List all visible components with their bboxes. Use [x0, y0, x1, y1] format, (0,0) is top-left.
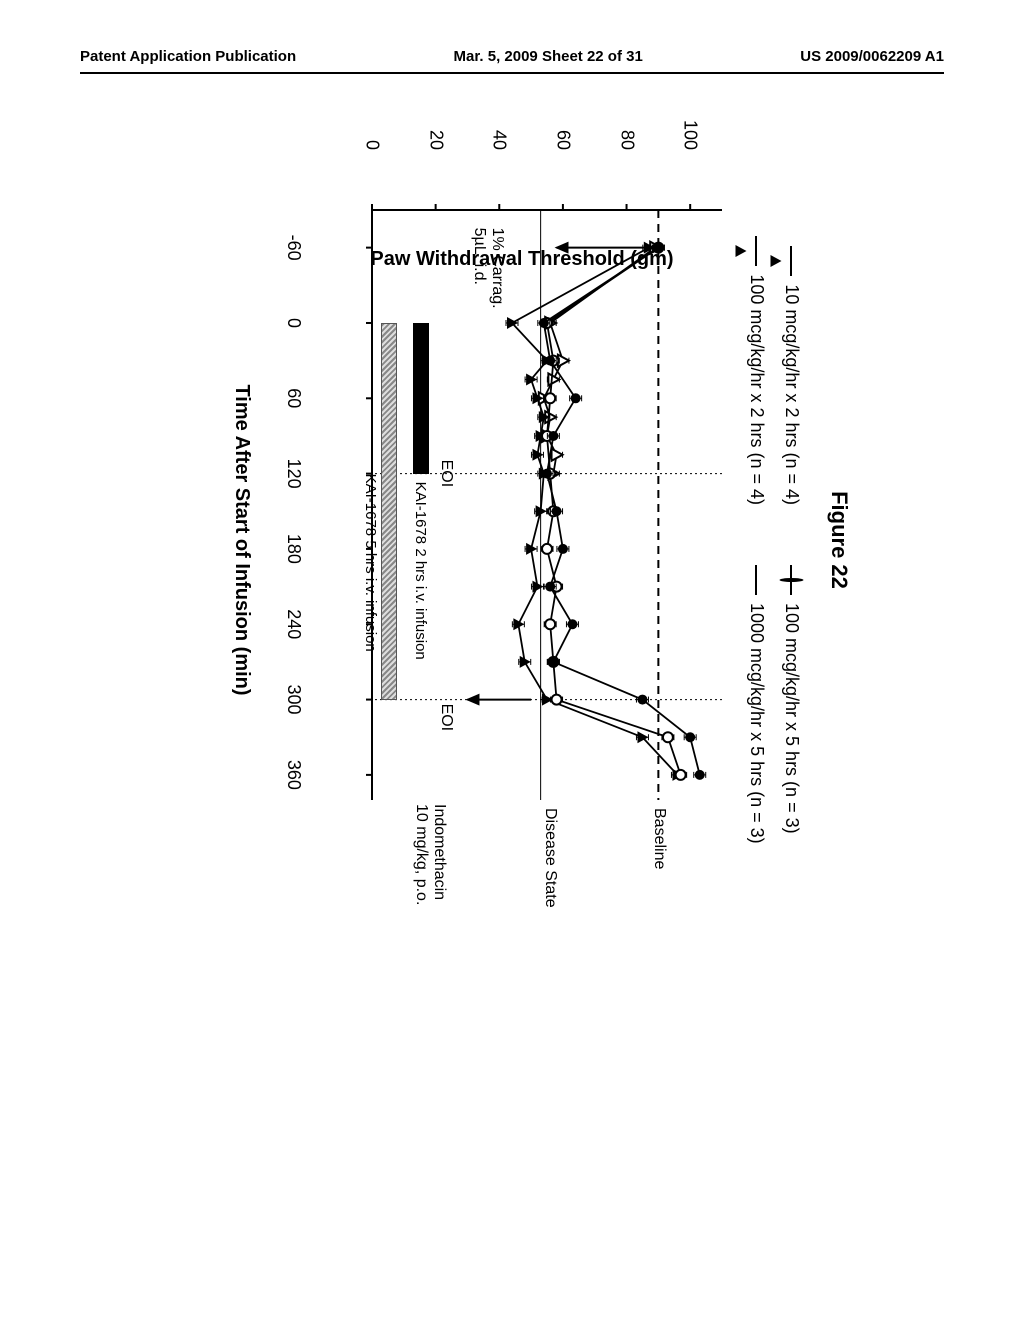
header-rule — [80, 72, 944, 74]
ytick: 60 — [552, 130, 573, 150]
legend-item-2: 100 mcg/kg/hr x 2 hrs (n = 4) — [746, 236, 767, 505]
legend-item-0: 10 mcg/kg/hr x 2 hrs (n = 4) — [781, 246, 802, 505]
legend-label-3: 1000 mcg/kg/hr x 5 hrs (n = 3) — [746, 603, 767, 844]
xtick: 360 — [283, 760, 304, 790]
ytick: 40 — [489, 130, 510, 150]
figure-22: Figure 22 10 mcg/kg/hr x 2 hrs (n = 4) 1… — [172, 90, 852, 990]
carrag-label: 1% Carrag.5µL, i.d. — [470, 228, 506, 309]
infusion-bar-5h-label: KAI-1678 5 hrs i.v. infusion — [362, 474, 379, 652]
page-header: Patent Application Publication Mar. 5, 2… — [0, 48, 1024, 65]
x-axis-label: Time After Start of Infusion (min) — [230, 384, 253, 695]
infusion-bar-5h — [381, 323, 397, 700]
xtick: 60 — [283, 388, 304, 408]
header-left: Patent Application Publication — [80, 48, 296, 65]
xtick: 240 — [283, 609, 304, 639]
indomethacin-label: Indomethacin10 mg/kg, p.o. — [412, 804, 448, 905]
figure-title: Figure 22 — [826, 90, 852, 990]
baseline-label: Baseline — [650, 808, 668, 869]
xtick: 300 — [283, 685, 304, 715]
ytick: 80 — [616, 130, 637, 150]
legend-label-1: 100 mcg/kg/hr x 5 hrs (n = 3) — [781, 603, 802, 834]
legend-label-2: 100 mcg/kg/hr x 2 hrs (n = 4) — [746, 274, 767, 505]
legend-label-0: 10 mcg/kg/hr x 2 hrs (n = 4) — [781, 284, 802, 505]
legend-item-3: 1000 mcg/kg/hr x 5 hrs (n = 3) — [746, 565, 767, 844]
ytick: 20 — [425, 130, 446, 150]
infusion-bar-2h — [413, 323, 429, 474]
header-right: US 2009/0062209 A1 — [800, 48, 944, 65]
xtick: 180 — [283, 534, 304, 564]
legend-row-1: 10 mcg/kg/hr x 2 hrs (n = 4) 100 mcg/kg/… — [781, 90, 802, 990]
ytick: 0 — [362, 140, 383, 150]
chart: Paw Withdrawal Threshold (gm) Time After… — [312, 160, 732, 920]
xtick: 0 — [283, 318, 304, 328]
eoi-label-2: EOI — [437, 704, 455, 732]
header-center: Mar. 5, 2009 Sheet 22 of 31 — [454, 48, 643, 65]
disease-label: Disease State — [541, 808, 559, 908]
xtick: 120 — [283, 459, 304, 489]
xtick: -60 — [283, 235, 304, 261]
legend-row-2: 100 mcg/kg/hr x 2 hrs (n = 4) 1000 mcg/k… — [746, 90, 767, 990]
infusion-bar-2h-label: KAI-1678 2 hrs i.v. infusion — [412, 482, 429, 660]
eoi-label-1: EOI — [437, 460, 455, 488]
ytick: 100 — [680, 120, 701, 150]
legend-item-1: 100 mcg/kg/hr x 5 hrs (n = 3) — [781, 565, 802, 834]
